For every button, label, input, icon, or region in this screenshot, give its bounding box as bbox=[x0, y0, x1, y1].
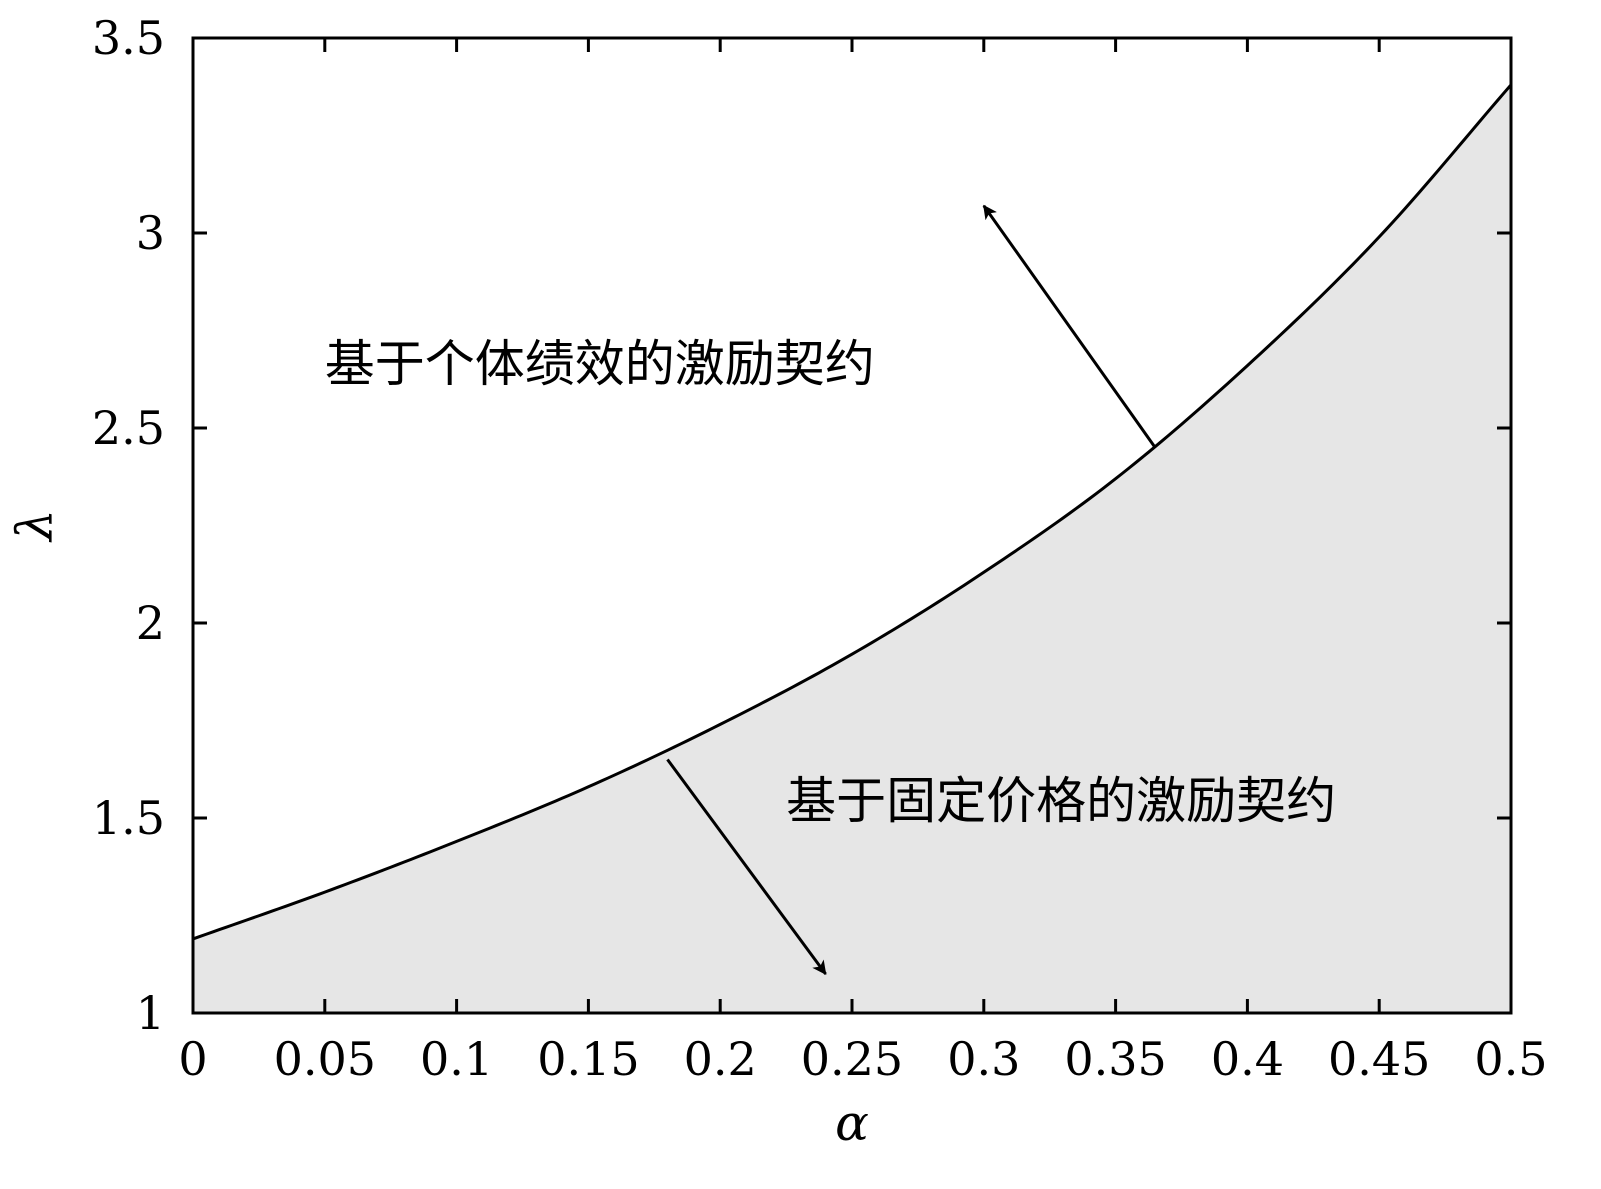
y-tick-label: 3.5 bbox=[92, 11, 165, 65]
x-ticks: 0 0.05 0.1 0.15 0.2 0.25 0.3 0.35 0.4 0.45 0.5 bbox=[178, 38, 1548, 1086]
y-tick-label: 3 bbox=[136, 206, 165, 260]
x-tick-label: 0.45 bbox=[1328, 1032, 1430, 1086]
x-tick-label: 0.5 bbox=[1474, 1032, 1547, 1086]
y-axis-label: λ bbox=[6, 509, 64, 543]
x-tick-label: 0.1 bbox=[420, 1032, 493, 1086]
plot-frame bbox=[191, 36, 1513, 1015]
y-tick-label: 2 bbox=[136, 596, 165, 650]
y-tick-label: 1 bbox=[136, 986, 165, 1040]
y-tick-label: 2.5 bbox=[92, 401, 165, 455]
x-tick-label: 0.25 bbox=[801, 1032, 903, 1086]
x-tick-label: 0.3 bbox=[947, 1032, 1020, 1086]
x-tick-label: 0.15 bbox=[537, 1032, 639, 1086]
x-tick-label: 0 bbox=[178, 1032, 207, 1086]
x-axis-label: α bbox=[835, 1094, 869, 1152]
x-tick-label: 0.2 bbox=[684, 1032, 757, 1086]
y-ticks: 1 1.5 2 2.5 3 3.5 bbox=[92, 11, 1511, 1040]
annotation-arrow bbox=[982, 204, 1157, 449]
x-tick-label: 0.4 bbox=[1211, 1032, 1284, 1086]
fixed-price-region bbox=[193, 84, 1511, 1014]
annotation-label: 基于个体绩效的激励契约 bbox=[325, 335, 875, 393]
annotation-arrow bbox=[666, 758, 827, 975]
x-tick-label: 0.05 bbox=[274, 1032, 376, 1086]
annotation-label: 基于固定价格的激励契约 bbox=[786, 772, 1336, 830]
x-tick-label: 0.35 bbox=[1064, 1032, 1166, 1086]
boundary-curve bbox=[192, 83, 1513, 941]
y-tick-label: 1.5 bbox=[92, 791, 165, 845]
